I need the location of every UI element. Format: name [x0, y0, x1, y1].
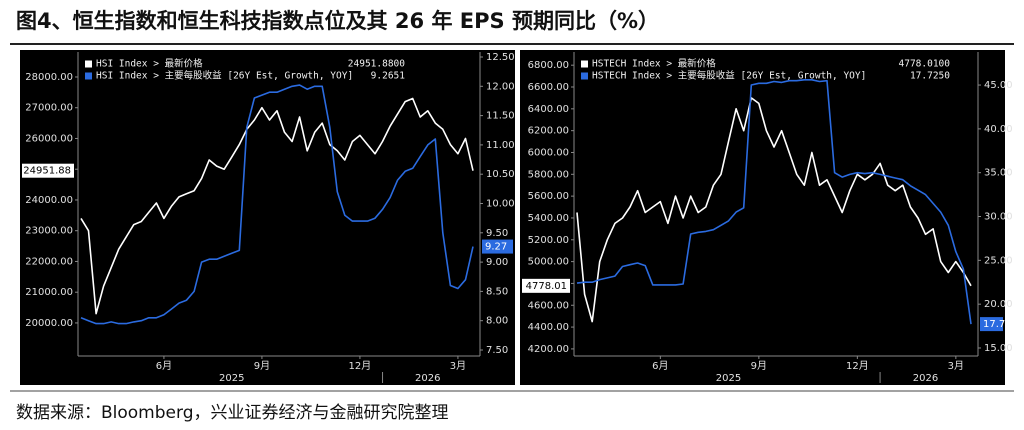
year-label: 2025: [716, 373, 741, 384]
y-tick-label: 21000.00: [25, 287, 73, 298]
y-tick-label: 6600.00: [528, 82, 569, 93]
y-tick-label: 20000.00: [25, 318, 73, 329]
legend-swatch: [581, 72, 588, 80]
y-tick-label: 4400.00: [528, 322, 569, 333]
y2-tick-label: 45.00: [984, 80, 1013, 91]
y2-tick-label: 11.50: [486, 111, 515, 122]
y-tick-label: 4200.00: [528, 344, 569, 355]
y2-tick-label: 8.50: [486, 286, 508, 297]
legend-label: HSTECH Index > 主要每股收益 [26Y Est, Growth, …: [592, 70, 866, 82]
legend-swatch: [85, 72, 92, 80]
legend-value: 24951.8800: [348, 59, 405, 70]
last-value-label: 24951.88: [23, 166, 71, 177]
legend-swatch: [85, 60, 92, 68]
x-tick-label: 3月: [450, 360, 466, 372]
y2-tick-label: 9.50: [486, 228, 508, 239]
series-line: [576, 79, 972, 325]
last-value-box: [522, 278, 570, 293]
source-note: 数据来源：Bloomberg，兴业证券经济与金融研究院整理: [16, 403, 448, 423]
y-tick-label: 27000.00: [25, 103, 73, 114]
year-label: 2025: [219, 373, 244, 384]
y-tick-label: 5200.00: [528, 235, 569, 246]
y2-tick-label: 12.00: [486, 81, 515, 92]
y-tick-label: 5800.00: [528, 169, 569, 180]
y-tick-label: 26000.00: [25, 133, 73, 144]
y-tick-label: 5600.00: [528, 191, 569, 202]
legend-label: HSTECH Index > 最新价格: [592, 58, 716, 70]
x-tick-label: 6月: [652, 360, 668, 372]
y-tick-label: 6000.00: [528, 147, 569, 158]
last-value-box: [980, 317, 1003, 332]
y2-tick-label: 35.00: [984, 168, 1013, 179]
last-value-label: 9.27: [485, 242, 507, 253]
y-tick-label: 5000.00: [528, 257, 569, 268]
y2-tick-label: 8.00: [486, 316, 508, 327]
y-tick-label: 6800.00: [528, 60, 569, 71]
x-tick-label: 3月: [948, 360, 964, 372]
x-tick-label: 9月: [254, 360, 270, 372]
series-line: [576, 97, 972, 323]
y-tick-label: 28000.00: [25, 72, 73, 83]
y2-tick-label: 20.00: [984, 299, 1013, 310]
y-tick-label: 4600.00: [528, 300, 569, 311]
y-tick-label: 24000.00: [25, 195, 73, 206]
year-label: 2026: [913, 373, 938, 384]
page-title: 图4、恒生指数和恒生科技指数点位及其 26 年 EPS 预期同比（%）: [16, 9, 659, 33]
legend-label: HSI Index > 主要每股收益 [26Y Est, Growth, YOY…: [96, 70, 353, 82]
legend-value: 4778.0100: [899, 59, 951, 70]
x-tick-label: 12月: [349, 360, 372, 372]
y-tick-label: 6400.00: [528, 104, 569, 115]
year-label: 2026: [415, 373, 440, 384]
series-line: [80, 97, 474, 315]
last-value-label: 4778.01: [526, 281, 567, 292]
legend-label: HSI Index > 最新价格: [96, 58, 203, 70]
y-tick-label: 22000.00: [25, 256, 73, 267]
x-tick-label: 6月: [156, 360, 172, 372]
legend-value: 17.7250: [910, 71, 950, 82]
chart-panel: [20, 50, 515, 385]
last-value-box: [482, 239, 513, 254]
y2-tick-label: 40.00: [984, 124, 1013, 135]
y-tick-label: 5400.00: [528, 213, 569, 224]
legend-value: 9.2651: [371, 71, 406, 82]
x-tick-label: 12月: [846, 360, 869, 372]
y2-tick-label: 30.00: [984, 212, 1013, 223]
series-line: [80, 84, 474, 325]
x-tick-label: 9月: [751, 360, 767, 372]
last-value-label: 17.73: [983, 319, 1012, 330]
y2-tick-label: 10.50: [486, 169, 515, 180]
legend-swatch: [581, 60, 588, 68]
y2-tick-label: 9.00: [486, 257, 508, 268]
y2-tick-label: 10.00: [486, 199, 515, 210]
y2-tick-label: 7.50: [486, 345, 508, 356]
y-tick-label: 23000.00: [25, 226, 73, 237]
y2-tick-label: 25.00: [984, 255, 1013, 266]
y2-tick-label: 15.00: [984, 343, 1013, 354]
chart-panel: [520, 50, 1005, 385]
last-value-box: [22, 163, 74, 178]
y2-tick-label: 12.50: [486, 52, 515, 63]
y2-tick-label: 11.00: [486, 140, 515, 151]
y-tick-label: 6200.00: [528, 126, 569, 137]
